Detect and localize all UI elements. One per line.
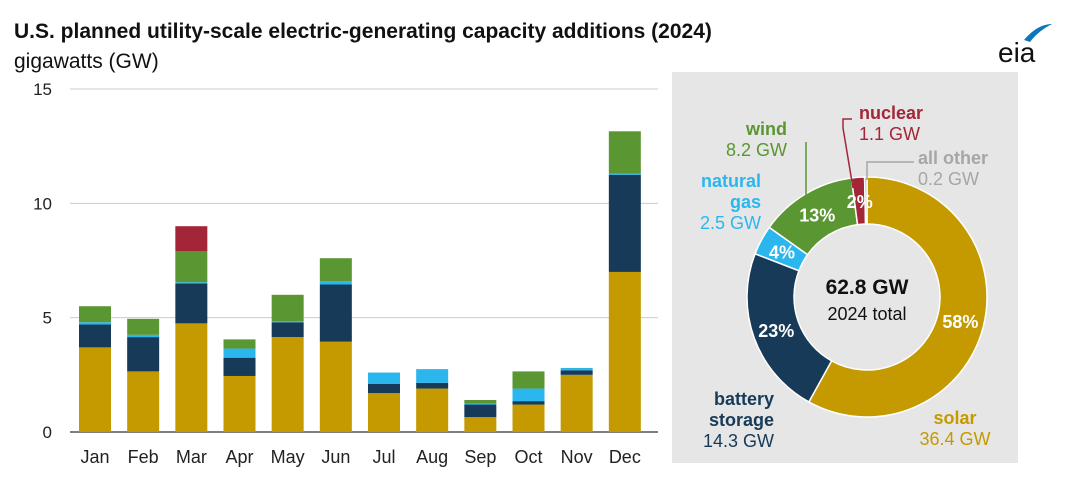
bar-segment-natural-gas	[416, 369, 449, 383]
slice-percent-label: 2%	[847, 192, 873, 212]
bar-segment-natural-gas	[79, 322, 111, 325]
x-tick-label: Nov	[561, 447, 593, 467]
bar-segment-battery-storage	[416, 382, 449, 389]
bar-segment-battery-storage	[368, 383, 400, 394]
y-tick-label: 0	[43, 423, 52, 442]
eia-logo-text: eia	[998, 37, 1036, 68]
bar-segment-natural-gas	[368, 372, 400, 384]
x-tick-label: Sep	[464, 447, 496, 467]
bar-segment-wind	[464, 399, 497, 404]
bar-segment-solar	[271, 337, 304, 432]
x-tick-label: Mar	[176, 447, 207, 467]
x-tick-label: Jul	[372, 447, 395, 467]
y-tick-label: 10	[33, 194, 52, 213]
x-tick-label: Aug	[416, 447, 448, 467]
legend-label-gas: gas	[730, 192, 761, 212]
slice-percent-label: 13%	[799, 205, 835, 225]
x-tick-label: Feb	[128, 447, 159, 467]
bar-segment-solar	[608, 271, 641, 432]
bar-segment-wind	[223, 339, 256, 349]
donut-center-label: 2024 total	[827, 304, 906, 324]
y-tick-label: 5	[43, 309, 52, 328]
x-tick-label: Oct	[514, 447, 542, 467]
legend-value-other: 0.2 GW	[918, 169, 979, 189]
legend-value-wind: 8.2 GW	[726, 140, 787, 160]
donut-center-value: 62.8 GW	[826, 276, 909, 299]
y-tick-label: 15	[33, 80, 52, 99]
bar-segment-natural-gas	[271, 321, 304, 323]
bar-segment-battery-storage	[79, 324, 111, 348]
bar-segment-battery-storage	[608, 174, 641, 272]
bar-segment-wind	[271, 294, 304, 322]
leader-line-nuclear	[842, 118, 854, 189]
slice-percent-label: 58%	[942, 312, 978, 332]
bar-segment-solar	[175, 323, 208, 432]
bar-segment-battery-storage	[175, 283, 208, 324]
bar-segment-battery-storage	[223, 357, 256, 376]
legend-value-battery: 14.3 GW	[703, 431, 774, 451]
bar-segment-solar	[368, 393, 400, 432]
eia-logo: eia	[998, 24, 1052, 68]
legend-label-nuclear: nuclear	[859, 103, 923, 123]
bar-segment-solar	[416, 388, 449, 432]
bar-segment-solar	[79, 347, 111, 432]
bar-segment-battery-storage	[127, 337, 160, 372]
leader-line-all-other	[866, 161, 914, 180]
bar-segment-solar	[464, 417, 497, 432]
bar-segment-wind	[608, 131, 641, 174]
legend-label-other: all other	[918, 148, 988, 168]
bar-segment-natural-gas	[127, 334, 160, 338]
x-tick-label: Jun	[321, 447, 350, 467]
bar-segment-solar	[560, 374, 593, 432]
x-tick-label: Jan	[80, 447, 109, 467]
bar-segment-natural-gas	[223, 348, 256, 358]
bar-segment-battery-storage	[512, 401, 545, 405]
bar-segment-natural-gas	[560, 367, 593, 371]
bar-segment-natural-gas	[512, 388, 545, 402]
bar-chart: 0 5 10 15 Jan Feb Mar Apr May Jun Jul Aug Sep Oct Nov D…	[33, 80, 658, 467]
bar-segment-battery-storage	[464, 404, 497, 418]
legend-value-gas: 2.5 GW	[700, 213, 761, 233]
x-tick-label: Apr	[225, 447, 253, 467]
bar-segment-wind	[175, 251, 208, 283]
legend-label-gas: natural	[701, 171, 761, 191]
bar-segment-natural-gas	[464, 403, 497, 405]
bar-segment-natural-gas	[319, 281, 352, 285]
bar-segment-nuclear	[175, 226, 208, 252]
bar-segment-solar	[223, 375, 256, 432]
bar-segment-wind	[127, 318, 160, 335]
bar-segment-battery-storage	[271, 322, 304, 338]
bar-segment-natural-gas	[175, 282, 208, 284]
legend-label-battery: battery	[714, 389, 774, 409]
legend-label-solar: solar	[933, 408, 976, 428]
donut-slice-solar	[807, 176, 988, 418]
legend-value-solar: 36.4 GW	[919, 429, 990, 449]
bar-segment-solar	[512, 404, 545, 432]
bar-segment-solar	[127, 371, 160, 432]
legend-label-battery: storage	[709, 410, 774, 430]
slice-percent-label: 23%	[758, 321, 794, 341]
bar-segment-battery-storage	[319, 284, 352, 342]
legend-value-nuclear: 1.1 GW	[859, 124, 920, 144]
x-tick-label: Dec	[609, 447, 641, 467]
slice-percent-label: 4%	[769, 242, 795, 262]
chart-title: U.S. planned utility-scale electric-gene…	[14, 20, 712, 43]
legend-label-wind: wind	[745, 119, 787, 139]
bar-segment-wind	[319, 258, 352, 282]
bar-segment-wind	[512, 371, 545, 389]
bar-segment-solar	[319, 341, 352, 432]
bar-segment-battery-storage	[560, 370, 593, 375]
eia-logo-swoosh-icon	[1024, 24, 1052, 42]
x-tick-label: May	[271, 447, 305, 467]
bar-segment-wind	[79, 306, 111, 323]
donut-slice-other	[863, 176, 868, 225]
bar-segment-natural-gas	[608, 173, 641, 175]
chart-subtitle: gigawatts (GW)	[14, 50, 159, 73]
